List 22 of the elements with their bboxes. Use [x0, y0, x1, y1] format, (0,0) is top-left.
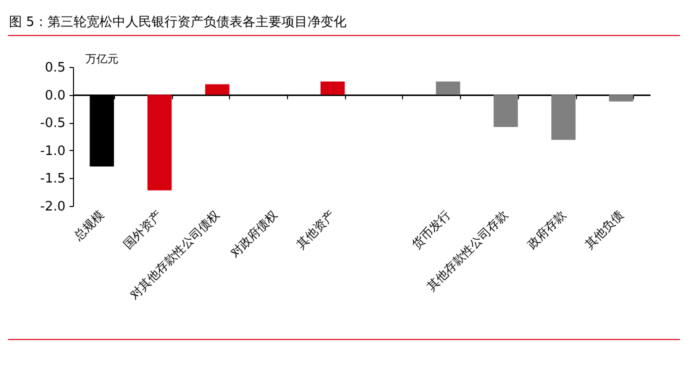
bar	[320, 81, 345, 95]
y-tick-label: -1.5	[40, 172, 66, 187]
chart-title: 图 5：第三轮宽松中人民银行资产负债表各主要项目净变化	[9, 14, 346, 31]
y-tick-label: 0.0	[44, 88, 66, 104]
x-tick-label: 货币发行	[409, 208, 453, 252]
y-tick-label: 0.5	[44, 60, 66, 76]
y-tick-label: -2.0	[40, 200, 66, 214]
bar	[147, 94, 172, 190]
bar	[436, 81, 460, 95]
bar	[551, 94, 576, 140]
x-tick-label: 其他资产	[294, 208, 338, 252]
y-tick-label: -0.5	[40, 116, 66, 132]
x-tick-label: 政府存款	[524, 208, 568, 252]
bar	[494, 94, 518, 128]
x-tick-label: 对政府债权	[228, 208, 280, 260]
y-tick-label: -1.0	[40, 144, 66, 159]
x-tick-label: 国外资产	[120, 208, 164, 252]
x-tick-label: 总规模	[70, 208, 107, 244]
bar	[205, 84, 230, 95]
y-axis-title: 万亿元	[86, 52, 118, 66]
x-tick-label: 其他负债	[582, 208, 626, 252]
bar	[609, 94, 634, 102]
